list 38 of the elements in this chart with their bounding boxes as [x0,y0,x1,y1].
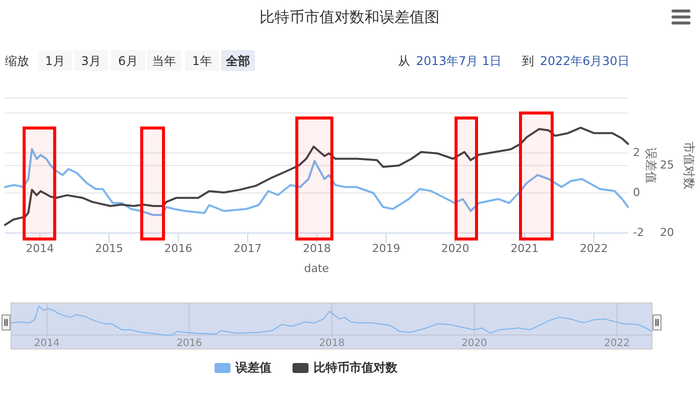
y-tick-label: -2 [633,226,644,240]
text: 从 [398,54,410,68]
text: 缩放 [5,54,29,68]
x-tick-label: 2014 [26,242,54,255]
y2-axis-title: 市值对数 [682,142,696,190]
x-axis-title: date [304,262,330,275]
x-tick-label: 2015 [95,242,124,255]
y-tick-label: 0 [633,186,640,200]
y2-tick-label: 20 [660,226,674,240]
line-series [4,148,629,216]
text: 到 [522,54,534,68]
text: 全部 [225,54,250,68]
text: 1月 [45,54,65,68]
text: 6月 [118,54,138,68]
legend-label: 误差值 [234,360,272,374]
x-tick-label: 2019 [372,242,400,255]
x-tick-label: 2022 [604,338,630,349]
y-axis-title: 误差值 [644,148,658,184]
x-tick-label: 2020 [462,338,488,349]
x-tick-label: 2016 [164,242,192,255]
x-tick-label: 2022 [580,242,608,255]
x-tick-label: 2018 [302,242,331,255]
text: 当年 [152,54,176,68]
x-tick-label: 2018 [319,338,345,349]
legend-label: 比特币市值对数 [314,360,398,374]
x-tick-label: 2020 [441,242,470,255]
line-series [4,126,629,226]
text: 3月 [81,54,101,68]
y2-tick-label: 25 [660,158,674,172]
text: 1年 [192,54,212,68]
x-tick-label: 2014 [34,338,60,349]
x-tick-label: 2021 [510,242,539,255]
y-tick-label: 2 [633,146,640,160]
chart-title: 比特币市值对数和误差值图 [260,8,440,26]
x-tick-label: 2016 [176,338,202,349]
text: 2022年6月30日 [540,54,630,68]
text: 2013年7月 1日 [416,54,502,68]
x-tick-label: 2017 [234,242,262,255]
